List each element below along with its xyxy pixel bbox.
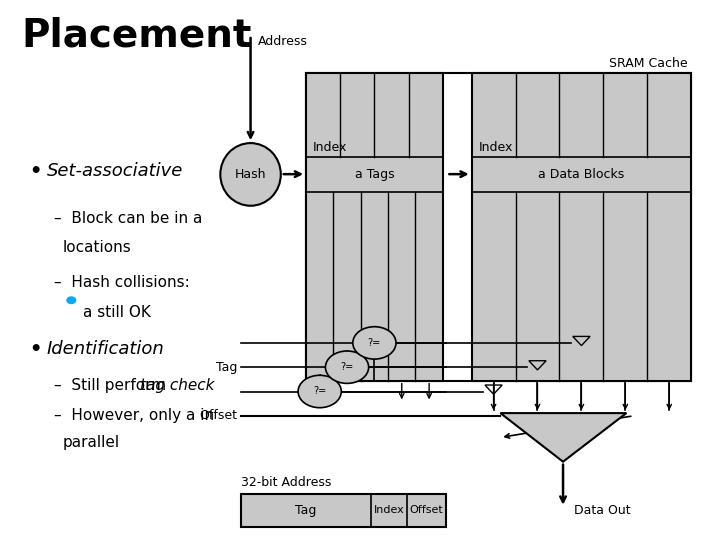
Bar [306, 157, 443, 192]
Ellipse shape [325, 351, 369, 383]
Circle shape [67, 297, 76, 303]
Text: •: • [29, 340, 41, 359]
Text: a Data Blocks: a Data Blocks [539, 167, 624, 181]
Text: –  However, only a in: – However, only a in [54, 408, 214, 423]
Ellipse shape [298, 375, 341, 408]
Text: Placement: Placement [22, 16, 252, 54]
Text: –  Block can be in a: – Block can be in a [54, 211, 202, 226]
Bar [306, 73, 691, 381]
Text: Address: Address [258, 35, 307, 48]
Text: parallel: parallel [63, 435, 120, 450]
Text: –  Hash collisions:: – Hash collisions: [54, 275, 190, 291]
Polygon shape [500, 413, 626, 462]
Bar [306, 73, 443, 381]
Text: Tag: Tag [295, 504, 317, 517]
Bar [241, 494, 446, 526]
Bar [472, 73, 691, 381]
Text: ?=: ?= [368, 338, 381, 348]
Ellipse shape [353, 327, 396, 359]
Text: SRAM Cache: SRAM Cache [609, 57, 688, 70]
Text: locations: locations [63, 240, 131, 255]
Text: a still OK: a still OK [83, 305, 150, 320]
Text: Identification: Identification [47, 340, 165, 358]
Text: Index: Index [374, 505, 404, 515]
Bar [306, 73, 443, 381]
Bar [472, 73, 691, 381]
Text: Offset: Offset [199, 409, 238, 422]
Text: •: • [29, 162, 41, 181]
Text: a Tags: a Tags [354, 167, 395, 181]
Text: Set-associative: Set-associative [47, 162, 183, 180]
Text: Hash: Hash [235, 168, 266, 181]
Text: Data Out: Data Out [574, 504, 631, 517]
Ellipse shape [220, 143, 281, 206]
Text: –  Still perform: – Still perform [54, 378, 171, 393]
Text: 32-bit Address: 32-bit Address [241, 476, 332, 489]
Text: ?=: ?= [341, 362, 354, 372]
Text: Index: Index [479, 141, 513, 154]
Text: Offset: Offset [410, 505, 444, 515]
Text: tag check: tag check [140, 378, 215, 393]
Bar [472, 157, 691, 192]
Text: Tag: Tag [216, 361, 238, 374]
Text: ?=: ?= [313, 387, 326, 396]
Text: Index: Index [313, 141, 348, 154]
